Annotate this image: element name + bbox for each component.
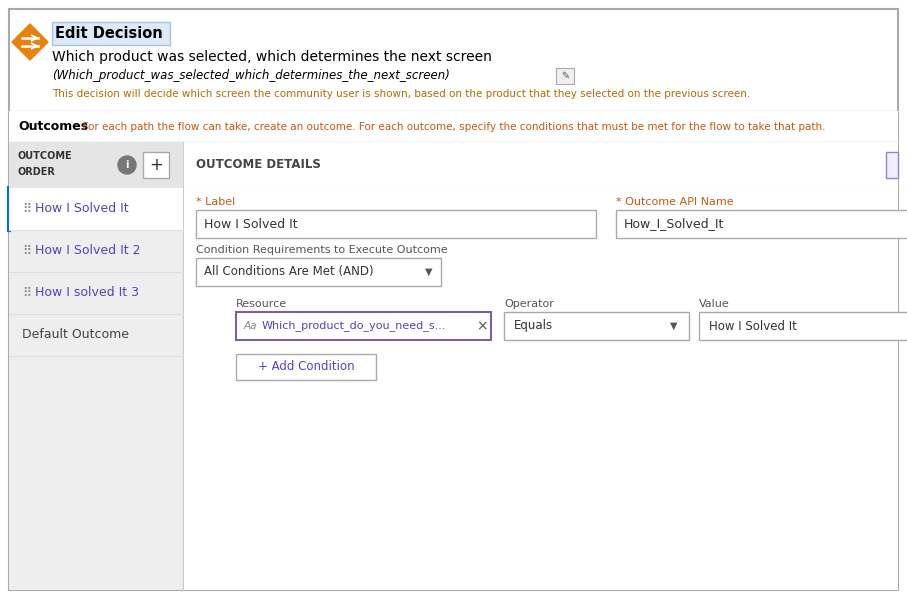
Text: OUTCOME DETAILS: OUTCOME DETAILS xyxy=(196,159,321,171)
Bar xyxy=(556,68,574,84)
Text: ⠿: ⠿ xyxy=(22,244,31,258)
Bar xyxy=(143,152,169,178)
Text: ▼: ▼ xyxy=(425,267,433,277)
Text: Default Outcome: Default Outcome xyxy=(22,328,129,341)
Text: ⠿: ⠿ xyxy=(22,286,31,300)
Bar xyxy=(504,312,689,340)
Text: Operator: Operator xyxy=(504,299,554,309)
Text: This decision will decide which screen the community user is shown, based on the: This decision will decide which screen t… xyxy=(52,89,750,99)
Text: How_I_Solved_It: How_I_Solved_It xyxy=(624,217,725,231)
Text: Edit Decision: Edit Decision xyxy=(55,26,162,41)
Text: OUTCOME: OUTCOME xyxy=(17,151,72,161)
Circle shape xyxy=(118,156,136,174)
Text: ▼: ▼ xyxy=(670,321,678,331)
Polygon shape xyxy=(12,24,48,60)
Text: All Conditions Are Met (AND): All Conditions Are Met (AND) xyxy=(204,265,374,279)
Text: For each path the flow can take, create an outcome. For each outcome, specify th: For each path the flow can take, create … xyxy=(76,122,825,132)
Text: i: i xyxy=(125,160,129,170)
Text: * Label: * Label xyxy=(196,197,235,207)
Text: Equals: Equals xyxy=(514,319,553,332)
Text: +: + xyxy=(149,156,163,174)
Text: How I Solved It: How I Solved It xyxy=(709,319,797,332)
Bar xyxy=(9,188,183,230)
Text: Outcomes: Outcomes xyxy=(18,120,88,134)
Text: Which product was selected, which determines the next screen: Which product was selected, which determ… xyxy=(52,50,492,64)
Text: ORDER: ORDER xyxy=(17,167,55,177)
Text: * Outcome API Name: * Outcome API Name xyxy=(616,197,734,207)
Bar xyxy=(616,210,907,238)
Bar xyxy=(52,22,170,45)
Bar xyxy=(236,312,491,340)
Text: How I Solved It 2: How I Solved It 2 xyxy=(35,244,141,258)
Text: Aa: Aa xyxy=(244,321,258,331)
Text: How I Solved It: How I Solved It xyxy=(204,217,297,231)
Text: ⠿: ⠿ xyxy=(22,202,31,216)
Bar xyxy=(184,142,898,188)
Text: How I Solved It: How I Solved It xyxy=(35,202,129,216)
Text: ×: × xyxy=(476,319,488,333)
Text: Value: Value xyxy=(699,299,730,309)
Text: ✎: ✎ xyxy=(561,71,569,81)
Bar xyxy=(9,111,898,142)
Text: (Which_product_was_selected_which_determines_the_next_screen): (Which_product_was_selected_which_determ… xyxy=(52,69,450,83)
Bar xyxy=(699,312,907,340)
Bar xyxy=(196,258,441,286)
Bar xyxy=(236,354,376,380)
Text: + Add Condition: + Add Condition xyxy=(258,361,355,374)
Text: How I solved It 3: How I solved It 3 xyxy=(35,286,139,300)
Text: Condition Requirements to Execute Outcome: Condition Requirements to Execute Outcom… xyxy=(196,245,448,255)
Bar xyxy=(196,210,596,238)
Text: Resource: Resource xyxy=(236,299,288,309)
Bar xyxy=(184,188,898,590)
Bar xyxy=(9,142,183,188)
Bar xyxy=(9,142,183,590)
Bar xyxy=(886,152,898,178)
Text: Which_product_do_you_need_s...: Which_product_do_you_need_s... xyxy=(262,320,446,331)
